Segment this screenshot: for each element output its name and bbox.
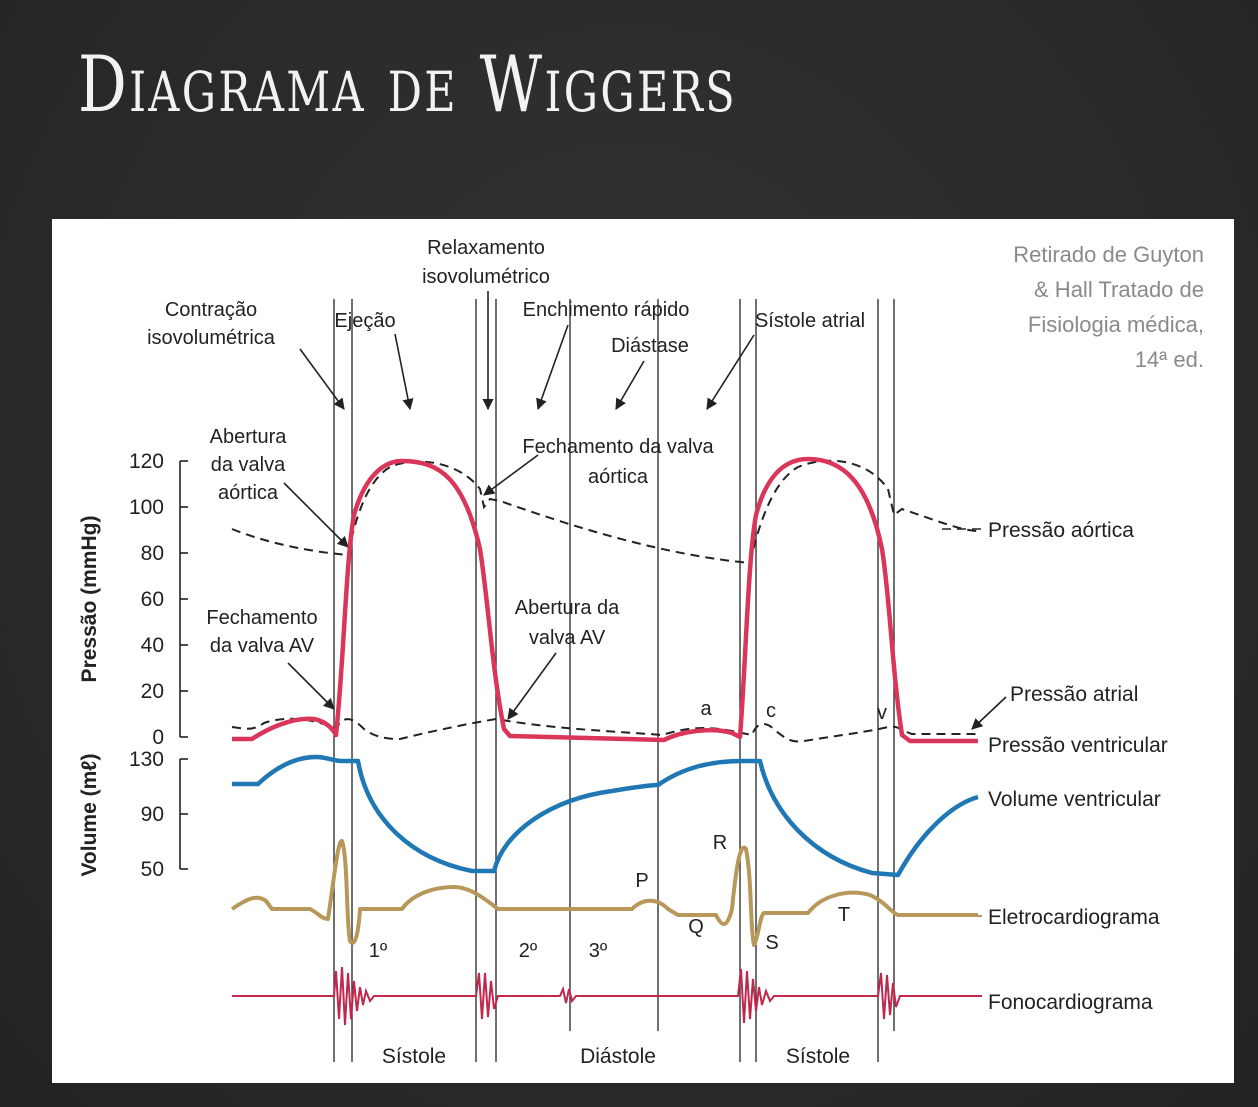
label-abertura-aortica-2: da valva — [211, 454, 286, 476]
slide-title: Diagrama de Wiggers — [78, 40, 738, 130]
phonocardiogram-curve — [232, 966, 978, 1026]
label-abertura-aortica-3: aórtica — [218, 482, 279, 504]
heart-sound-second: 2º — [519, 940, 538, 962]
volume-tick-90: 90 — [141, 803, 164, 826]
phase-divider-lines — [333, 299, 895, 1062]
label-ecg: Eletrocardiograma — [988, 906, 1160, 929]
arrow-abertura-av — [507, 652, 557, 720]
pressure-tick-40: 40 — [141, 634, 164, 657]
credit-line-2: & Hall Tratado de — [1034, 277, 1204, 302]
volume-tick-50: 50 — [141, 858, 164, 881]
atrial-wave-a: a — [700, 698, 712, 720]
curve-leader-lines — [954, 915, 982, 997]
event-arrows — [283, 454, 1007, 730]
arrow-pressao-atrial — [971, 696, 1007, 730]
arrow-fechamento-aortica — [483, 454, 539, 496]
atrial-wave-c: c — [766, 700, 776, 722]
credit-line-3: Fisiologia médica, — [1027, 312, 1204, 337]
arrow-diastase — [615, 360, 645, 410]
label-contracao-1: Contração — [165, 299, 257, 321]
volume-axis-label: Volume (mℓ) — [78, 753, 101, 876]
label-ventricular-pressure: Pressão ventricular — [988, 734, 1168, 757]
label-abertura-av-2: valva AV — [529, 627, 606, 649]
ventricular-volume-curve — [232, 754, 979, 878]
label-atrial-pressure: Pressão atrial — [1010, 683, 1138, 706]
pressure-tick-100: 100 — [129, 496, 164, 519]
label-enchimento: Enchimento rápido — [523, 299, 690, 321]
label-fechamento-aortica-1: Fechamento da valva — [522, 436, 714, 458]
label-ventricular-volume: Volume ventricular — [988, 788, 1161, 811]
arrow-ejecao — [394, 333, 414, 411]
atrial-wave-v: v — [877, 702, 887, 724]
label-fechamento-aortica-2: aórtica — [588, 466, 649, 488]
ecg-wave-t: T — [838, 904, 850, 926]
phase-arrows — [299, 291, 755, 411]
source-credit: Retirado de Guyton & Hall Tratado de Fis… — [904, 237, 1204, 377]
volume-axis: 130 90 50 Volume (mℓ) — [78, 748, 188, 881]
pressure-axis: 120 100 80 60 40 20 0 Pressão (mmHg) — [78, 450, 188, 749]
pressure-axis-label: Pressão (mmHg) — [78, 516, 101, 683]
arrow-abertura-aortica — [283, 482, 349, 548]
cycle-label-diastole: Diástole — [580, 1045, 656, 1068]
heart-sound-first: 1º — [369, 940, 388, 962]
label-relaxamento-1: Relaxamento — [427, 237, 545, 259]
pressure-tick-120: 120 — [129, 450, 164, 473]
pressure-tick-60: 60 — [141, 588, 164, 611]
wiggers-diagram-svg: Contração isovolumétrica Ejeção Relaxame… — [78, 237, 1168, 1068]
heart-sound-third: 3º — [589, 940, 608, 962]
label-fechamento-av-1: Fechamento — [206, 607, 317, 629]
label-abertura-av-1: Abertura da — [515, 597, 620, 619]
label-abertura-aortica-1: Abertura — [210, 426, 288, 448]
arrow-fechamento-av — [287, 662, 335, 710]
label-phonocardiogram: Fonocardiograma — [988, 991, 1153, 1014]
arrow-contracao — [299, 348, 345, 410]
ecg-wave-p: P — [635, 870, 648, 892]
cycle-label-systole-1: Sístole — [382, 1045, 446, 1068]
arrow-sistole-atrial — [706, 334, 755, 410]
credit-line-4: 14ª ed. — [1134, 347, 1204, 372]
cycle-label-systole-2: Sístole — [786, 1045, 850, 1068]
pressure-tick-80: 80 — [141, 542, 164, 565]
label-contracao-2: isovolumétrica — [147, 327, 276, 349]
ecg-wave-r: R — [713, 832, 727, 854]
arrow-enchimento — [536, 324, 569, 411]
label-ejecao: Ejeção — [334, 310, 395, 332]
label-diastase: Diástase — [611, 335, 689, 357]
label-fechamento-av-2: da valva AV — [210, 635, 315, 657]
label-aortic-pressure: Pressão aórtica — [988, 519, 1134, 542]
pressure-tick-0: 0 — [152, 726, 164, 749]
ecg-wave-q: Q — [688, 916, 704, 938]
credit-line-1: Retirado de Guyton — [1013, 242, 1204, 267]
ecg-wave-s: S — [765, 932, 778, 954]
pressure-tick-20: 20 — [141, 680, 164, 703]
volume-tick-130: 130 — [129, 748, 164, 771]
ventricular-pressure-curve — [232, 456, 978, 744]
ecg-curve — [230, 838, 978, 947]
label-sistole-atrial: Sístole atrial — [755, 310, 865, 332]
aortic-pressure-curve — [231, 459, 979, 565]
label-relaxamento-2: isovolumétrico — [422, 266, 550, 288]
wiggers-figure: Retirado de Guyton & Hall Tratado de Fis… — [52, 219, 1234, 1083]
